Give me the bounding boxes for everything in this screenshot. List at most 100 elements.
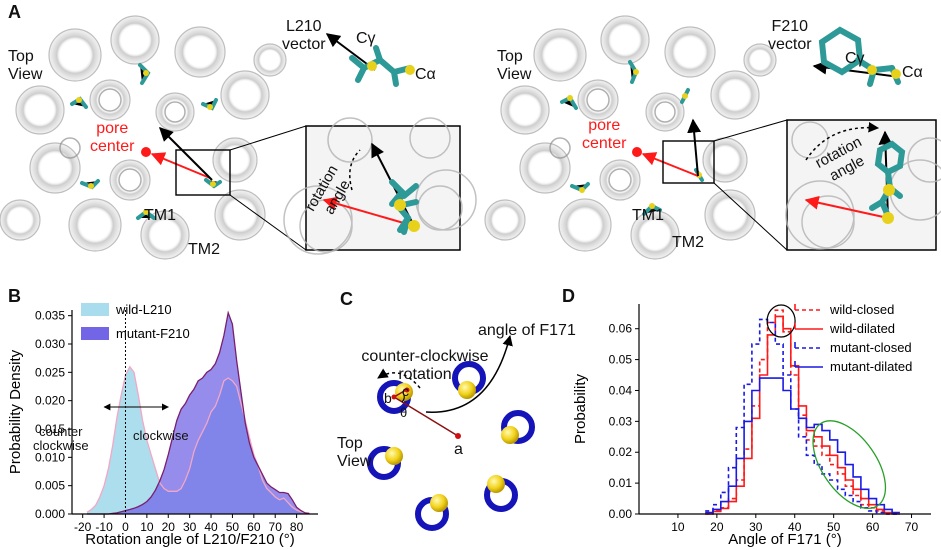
left-c-alpha-label: Cα	[415, 66, 436, 83]
ccw-rotation-arrow	[377, 368, 421, 389]
helix-ring-3	[501, 410, 535, 444]
left-top-view-label: Top View	[8, 48, 43, 83]
c-theta-label: θ	[400, 405, 408, 420]
panel-letter-d: D	[562, 286, 575, 306]
left-pore-center	[141, 127, 213, 181]
d-x-tick-label: 20	[710, 520, 724, 534]
d-step-mutant-dilated	[705, 377, 900, 514]
d-y-tick-label: 0.03	[609, 414, 633, 428]
right-c-alpha-label: Cα	[902, 64, 923, 81]
b-y-axis-label: Probability Density	[7, 349, 24, 474]
c-point-c-label: c	[402, 383, 409, 399]
d-peak-circle	[766, 304, 796, 338]
left-c-gamma-label: Cγ	[356, 30, 376, 47]
f171-ball-5	[430, 494, 448, 512]
f171-ball-2	[458, 381, 476, 399]
d-x-tick-label: 10	[671, 520, 685, 534]
b-annotation-clockwise: clockwise	[133, 428, 189, 443]
b-x-tick-label: 50	[226, 520, 240, 534]
left-zoom-inset	[229, 117, 477, 255]
right-zoom-box	[662, 140, 715, 184]
right-vector-label: F210 vector	[768, 18, 812, 53]
d-legend-label-mutant-closed: mutant-closed	[830, 340, 912, 355]
right-pore-center-label: pore center	[582, 117, 627, 152]
d-y-tick-label: 0.06	[609, 322, 633, 336]
b-y-tick-label: 0.010	[35, 450, 65, 464]
b-y-tick-label: 0.020	[35, 394, 65, 408]
b-x-tick-label: 80	[290, 520, 304, 534]
d-step-wild-dilated	[705, 315, 900, 515]
left-tm2-label: TM2	[188, 241, 220, 258]
f171-ball-6	[385, 447, 403, 465]
d-x-tick-label: 60	[866, 520, 880, 534]
f171-ball-3	[501, 426, 519, 444]
b-curve-mutant-F210	[87, 310, 310, 515]
b-y-tick-label: 0.005	[35, 479, 65, 493]
panel-b-histogram: 0.000 0.005 0.010 0.015 0.020 0.025 0.030 0.035…	[7, 302, 318, 548]
b-legend-swatch-wild-L210	[81, 303, 109, 316]
d-legend-label-wild-closed: wild-closed	[829, 302, 894, 317]
right-pore-center	[632, 118, 702, 177]
b-y-tick-label: 0.025	[35, 365, 65, 379]
d-x-tick-label: 30	[749, 520, 763, 534]
d-y-tick-label: 0.05	[609, 353, 633, 367]
left-tm1-label: TM1	[144, 207, 176, 224]
c-point-a-label: a	[454, 441, 463, 458]
b-y-tick-label: 0.000	[35, 507, 65, 521]
b-x-tick-label: 10	[140, 520, 154, 534]
panel-c-diagram	[367, 334, 535, 531]
b-x-tick-label: -10	[95, 520, 113, 534]
d-y-tick-label: 0.04	[609, 383, 633, 397]
panel-d-histogram: 0.00 0.01 0.02 0.03 0.04 0.05 0.06 10 20 30 40 50 60…	[572, 302, 931, 548]
left-vector-label: L210 vector	[282, 18, 326, 53]
b-legend-label-wild-L210: wild-L210	[115, 302, 172, 317]
b-legend-label-mutant-F210: mutant-F210	[116, 326, 190, 341]
b-x-tick-label: 40	[204, 520, 218, 534]
d-legend-label-wild-dilated: wild-dilated	[829, 321, 895, 336]
right-zoom-inset	[713, 119, 941, 251]
panel-a-illustration	[0, 15, 941, 260]
c-point-b-label: b	[384, 390, 392, 406]
b-x-tick-label: 30	[183, 520, 197, 534]
left-pore-center-label: pore center	[90, 120, 135, 155]
d-y-tick-label: 0.00	[609, 507, 633, 521]
angle-construction	[391, 387, 461, 439]
c-top-view-label: Top View	[337, 435, 372, 470]
b-legend-swatch-mutant-F210	[81, 327, 109, 340]
left-l210-vector	[325, 33, 415, 87]
left-protein-cartoon	[0, 15, 287, 260]
panel-letter-a: A	[8, 2, 21, 22]
b-y-tick-label: 0.015	[35, 422, 65, 436]
b-x-tick-label: 70	[269, 520, 283, 534]
d-x-tick-label: 50	[827, 520, 841, 534]
f171-ball-4	[487, 475, 505, 493]
d-x-tick-label: 70	[905, 520, 919, 534]
b-curve-wild-L210	[86, 365, 310, 515]
d-y-tick-label: 0.01	[609, 476, 633, 490]
right-c-gamma-label: Cγ	[845, 50, 865, 67]
d-tail-ellipse	[812, 420, 887, 510]
b-x-tick-label: 20	[162, 520, 176, 534]
b-area-mutant-F210	[86, 312, 310, 514]
b-annotation-counter-clockwise: counter clockwise	[33, 424, 89, 453]
b-x-tick-label: -20	[74, 520, 92, 534]
d-x-tick-label: 40	[788, 520, 802, 534]
d-y-axis-label: Probability	[572, 373, 589, 444]
b-x-tick-label: 0	[122, 520, 129, 534]
d-legend-label-mutant-dilated: mutant-dilated	[830, 359, 912, 374]
right-top-view-label: Top View	[497, 48, 532, 83]
c-angle-of-f171-label: angle of F171	[478, 322, 576, 339]
c-ccw-rotation-label: counter-clockwise rotation	[361, 348, 489, 383]
d-y-tick-label: 0.02	[609, 445, 633, 459]
b-x-axis-label: Rotation angle of L210/F210 (°)	[85, 531, 294, 548]
left-zoom-box	[175, 149, 231, 196]
right-tm1-label: TM1	[632, 207, 664, 224]
b-y-tick-label: 0.030	[35, 337, 65, 351]
b-y-tick-label: 0.035	[35, 309, 65, 323]
d-x-axis-label: Angle of F171 (°)	[728, 531, 842, 548]
b-x-tick-label: 60	[247, 520, 261, 534]
right-f210-vector	[812, 26, 901, 87]
angle-of-f171-arrow	[425, 334, 513, 413]
panel-letter-b: B	[8, 286, 21, 306]
panel-letter-c: C	[340, 289, 353, 309]
